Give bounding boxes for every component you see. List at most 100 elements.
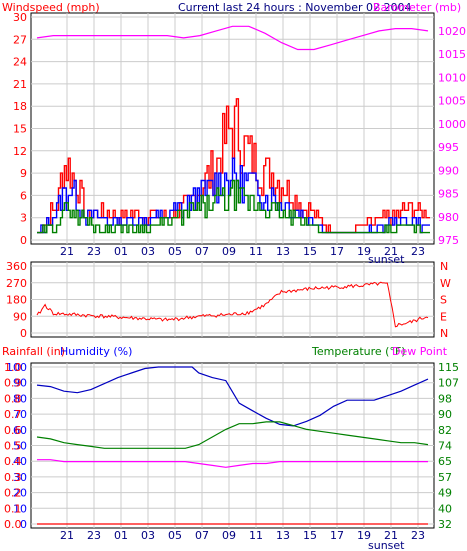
barometer-axis-label: Barometer (mb): [373, 1, 461, 14]
rainfall-tick: 0.5: [4, 440, 22, 453]
sunset-label-bottom: sunset: [368, 539, 405, 551]
hour-tick: 03: [141, 245, 155, 258]
windspeed-tick: 15: [13, 123, 27, 136]
hour-tick: 19: [357, 245, 371, 258]
humidity-tick: 70: [13, 408, 27, 421]
hour-tick: 07: [195, 245, 209, 258]
rainfall-tick: 0.4: [4, 455, 22, 468]
temperature-tick: 32: [438, 518, 452, 531]
hour-tick: 21: [60, 529, 74, 542]
humidity-tick: 40: [13, 455, 27, 468]
windspeed-tick: 30: [13, 11, 27, 24]
hour-tick: 01: [114, 245, 128, 258]
barometer-tick: 1015: [438, 48, 466, 61]
hour-tick: 11: [249, 529, 263, 542]
windspeed-axis-label: Windspeed (mph): [2, 1, 100, 14]
humidity-tick: 100: [6, 361, 27, 374]
hour-tick: 23: [87, 529, 101, 542]
temperature-series: [36, 421, 429, 449]
rainfall-tick: 0.8: [4, 392, 22, 405]
direction-tick: 90: [13, 310, 27, 323]
hour-tick: 09: [222, 245, 236, 258]
barometer-tick: 975: [438, 234, 459, 247]
windspeed-tick: 3: [20, 212, 27, 225]
hour-tick: 21: [384, 529, 398, 542]
avg-wind-series: [37, 179, 430, 234]
temperature-tick: 107: [438, 377, 459, 390]
windspeed-tick: 6: [20, 189, 27, 202]
dew-point-axis-label: Dew Point: [392, 345, 448, 358]
hour-tick: 21: [60, 245, 74, 258]
rainfall-tick: 0.6: [4, 424, 22, 437]
hour-tick: 23: [411, 529, 425, 542]
hour-tick: 07: [195, 529, 209, 542]
humidity-tick: 90: [13, 377, 27, 390]
barometer-tick: 1000: [438, 118, 466, 131]
hour-tick: 05: [168, 245, 182, 258]
compass-tick: N: [440, 260, 448, 273]
hour-tick: 13: [276, 245, 290, 258]
barometer-tick: 980: [438, 211, 459, 224]
direction-tick: 270: [6, 277, 27, 290]
temperature-tick: 40: [438, 502, 452, 515]
rainfall-tick: 0.9: [4, 377, 22, 390]
direction-series: [36, 281, 429, 328]
hour-tick: 01: [114, 529, 128, 542]
windspeed-tick: 27: [13, 33, 27, 46]
barometer-tick: 995: [438, 141, 459, 154]
hour-tick: 15: [303, 529, 317, 542]
temperature-tick: 74: [438, 440, 452, 453]
direction-tick: 0: [20, 327, 27, 340]
temperature-tick: 82: [438, 424, 452, 437]
compass-tick: W: [440, 277, 451, 290]
humidity-tick: 10: [13, 502, 27, 515]
humidity-tick: 50: [13, 440, 27, 453]
barometer-series: [36, 25, 429, 51]
humidity-axis-label: Humidity (%): [60, 345, 132, 358]
compass-tick: S: [440, 294, 447, 307]
windspeed-tick: 0: [20, 234, 27, 247]
dew-point-series: [37, 459, 428, 468]
rainfall-tick: 0.2: [4, 487, 22, 500]
windspeed-tick: 24: [13, 56, 27, 69]
temperature-axis-label: Temperature (°F): [311, 345, 406, 358]
sunset-label-top: sunset: [368, 253, 405, 266]
hour-tick: 05: [168, 529, 182, 542]
barometer-tick: 1005: [438, 95, 466, 108]
windspeed-tick: 18: [13, 100, 27, 113]
rainfall-tick: 0.1: [4, 502, 22, 515]
hour-tick: 13: [276, 529, 290, 542]
humidity-series: [36, 366, 429, 427]
compass-tick: E: [440, 310, 447, 323]
barometer-tick: 990: [438, 164, 459, 177]
hour-tick: 23: [411, 245, 425, 258]
windspeed-tick: 21: [13, 78, 27, 91]
hour-tick: 11: [249, 245, 263, 258]
chart-title: Current last 24 hours : November 02 2004: [178, 1, 411, 14]
rainfall-tick: 0.7: [4, 408, 22, 421]
compass-tick: N: [440, 327, 448, 340]
hour-tick: 19: [357, 529, 371, 542]
temperature-tick: 98: [438, 392, 452, 405]
barometer-tick: 1020: [438, 25, 466, 38]
temperature-tick: 90: [438, 408, 452, 421]
temperature-tick: 115: [438, 361, 459, 374]
hour-tick: 09: [222, 529, 236, 542]
hour-tick: 15: [303, 245, 317, 258]
humidity-tick: 30: [13, 471, 27, 484]
barometer-tick: 985: [438, 188, 459, 201]
temperature-tick: 57: [438, 471, 452, 484]
barometer-tick: 1010: [438, 71, 466, 84]
windspeed-tick: 12: [13, 145, 27, 158]
rainfall-tick: 0.0: [4, 518, 22, 531]
hour-tick: 21: [384, 245, 398, 258]
humidity-tick: 60: [13, 424, 27, 437]
hour-tick: 03: [141, 529, 155, 542]
hour-tick: 23: [87, 245, 101, 258]
humidity-tick: 80: [13, 392, 27, 405]
rainfall-tick: 1.0: [4, 361, 22, 374]
humidity-tick: 20: [13, 487, 27, 500]
direction-tick: 180: [6, 294, 27, 307]
windspeed-tick: 9: [20, 167, 27, 180]
